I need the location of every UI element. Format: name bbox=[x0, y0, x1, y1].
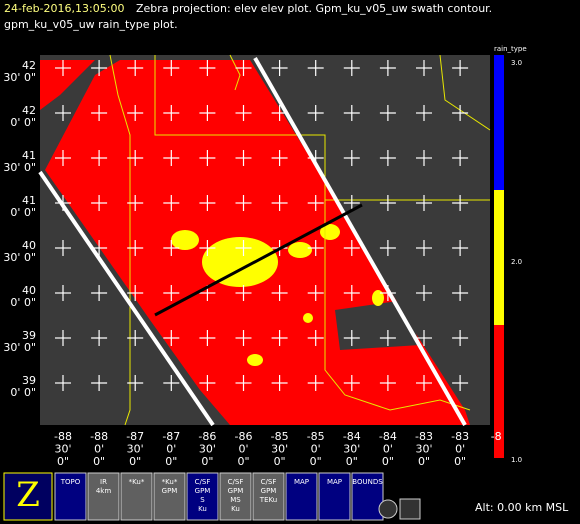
lon-label: -86 bbox=[235, 430, 253, 443]
lat-label: 42 bbox=[22, 104, 36, 117]
toolbar-button[interactable] bbox=[153, 472, 186, 521]
lat-label: 0' 0" bbox=[10, 386, 36, 399]
toolbar-label: C/SF GPM S Ku bbox=[195, 478, 211, 513]
toolbar-button[interactable] bbox=[285, 472, 318, 521]
lon-label: -84 bbox=[343, 430, 361, 443]
lon-label: -84 bbox=[379, 430, 397, 443]
lon-label: 0" bbox=[165, 455, 177, 468]
lat-label: 30' 0" bbox=[3, 341, 36, 354]
toolbar-label: BOUNDS bbox=[352, 478, 383, 486]
toolbar-label: IR 4km bbox=[96, 478, 112, 495]
lon-label: 30' bbox=[199, 443, 216, 456]
colorbar-segment bbox=[494, 55, 504, 190]
lon-label: -8 bbox=[491, 430, 502, 443]
lon-label: -85 bbox=[307, 430, 325, 443]
lon-label: 30' bbox=[343, 443, 360, 456]
toolbar-label: *Ku* GPM bbox=[162, 478, 178, 495]
swath-edge bbox=[38, 170, 215, 427]
toolbar-label: C/SF GPM TEKu bbox=[259, 478, 277, 504]
rain-region bbox=[40, 60, 95, 110]
swath-edge bbox=[253, 57, 467, 426]
lon-label: 0" bbox=[93, 455, 105, 468]
lon-label: 30' bbox=[54, 443, 71, 456]
grid-crosses bbox=[55, 60, 469, 391]
lon-label: 0' bbox=[94, 443, 104, 456]
toolbar-label: *Ku* bbox=[129, 478, 145, 486]
toolbar-button[interactable] bbox=[87, 472, 120, 521]
header-line2: gpm_ku_v05_uw rain_type plot. bbox=[4, 18, 178, 31]
lon-label: -83 bbox=[451, 430, 469, 443]
lon-label: 0" bbox=[57, 455, 69, 468]
lat-label: 30' 0" bbox=[3, 161, 36, 174]
logo-button[interactable] bbox=[3, 472, 53, 521]
lon-label: -85 bbox=[271, 430, 289, 443]
colorbar-tick: 3.0 bbox=[511, 59, 522, 67]
lon-label: 0" bbox=[237, 455, 249, 468]
lat-label: 0' 0" bbox=[10, 206, 36, 219]
lat-label: 40 bbox=[22, 239, 36, 252]
lon-label: -86 bbox=[198, 430, 216, 443]
lon-label: 0" bbox=[418, 455, 430, 468]
header-line1: Zebra projection: elev elev plot. Gpm_ku… bbox=[136, 2, 492, 15]
lon-label: 0' bbox=[455, 443, 465, 456]
colorbar-segment bbox=[494, 325, 504, 458]
lon-label: 0" bbox=[129, 455, 141, 468]
lon-label: 0' bbox=[311, 443, 321, 456]
lon-label: 0' bbox=[238, 443, 248, 456]
toolbar: Z TOPO IR 4km *Ku* *Ku* GPM C/SF GPM S Ku C/SF GPM M… bbox=[3, 472, 421, 521]
lon-label: -88 bbox=[54, 430, 72, 443]
lat-label: 40 bbox=[22, 284, 36, 297]
lon-label: -83 bbox=[415, 430, 433, 443]
lon-label: 30' bbox=[127, 443, 144, 456]
lon-label: 30' bbox=[415, 443, 432, 456]
toolbar-button[interactable] bbox=[318, 472, 351, 521]
lat-label: 0' 0" bbox=[10, 296, 36, 309]
colorbar-title: rain_type bbox=[494, 45, 527, 53]
colorbar-segment bbox=[494, 190, 504, 325]
state-borders bbox=[109, 54, 491, 426]
altitude: Alt: 0.00 km MSL bbox=[475, 501, 569, 514]
toolbar-label: MAP bbox=[294, 478, 309, 486]
overlay-button[interactable] bbox=[378, 499, 398, 519]
toolbar-button[interactable] bbox=[219, 472, 252, 521]
lon-label: 0" bbox=[201, 455, 213, 468]
lat-label: 39 bbox=[22, 374, 36, 387]
toolbar-button[interactable] bbox=[54, 472, 87, 521]
toolbar-label: TOPO bbox=[60, 478, 81, 486]
cross-section-line bbox=[154, 203, 363, 317]
lon-label: 0" bbox=[382, 455, 394, 468]
lon-label: 0" bbox=[310, 455, 322, 468]
toolbar-button[interactable] bbox=[120, 472, 153, 521]
lat-label: 30' 0" bbox=[3, 251, 36, 264]
colorbar: rain_type 3.0 2.0 1.0 bbox=[494, 45, 527, 464]
lon-label: 0" bbox=[274, 455, 286, 468]
lon-label: 0' bbox=[383, 443, 393, 456]
lat-label: 41 bbox=[22, 149, 36, 162]
lon-label: -88 bbox=[90, 430, 108, 443]
lon-label: -87 bbox=[126, 430, 144, 443]
lon-label: -87 bbox=[162, 430, 180, 443]
lat-label: 41 bbox=[22, 194, 36, 207]
lat-label: 30' 0" bbox=[3, 71, 36, 84]
grid-button[interactable] bbox=[399, 498, 421, 520]
toolbar-button[interactable] bbox=[186, 472, 219, 521]
lat-label: 0' 0" bbox=[10, 116, 36, 129]
toolbar-button[interactable] bbox=[351, 472, 384, 521]
colorbar-tick: 2.0 bbox=[511, 258, 522, 266]
lon-label: 30' bbox=[271, 443, 288, 456]
colorbar-tick: 1.0 bbox=[511, 456, 522, 464]
logo: Z bbox=[16, 475, 40, 515]
lon-label: 0' bbox=[166, 443, 176, 456]
convective-cells bbox=[171, 224, 384, 366]
lon-label: 0" bbox=[454, 455, 466, 468]
plot-area bbox=[38, 54, 491, 427]
lon-label: 0" bbox=[346, 455, 358, 468]
toolbar-label: MAP bbox=[327, 478, 342, 486]
lat-label: 42 bbox=[22, 59, 36, 72]
lat-label: 39 bbox=[22, 329, 36, 342]
toolbar-label: C/SF GPM MS Ku bbox=[228, 478, 244, 513]
header-time: 24-feb-2016,13:05:00 bbox=[4, 2, 124, 15]
toolbar-button[interactable] bbox=[252, 472, 285, 521]
